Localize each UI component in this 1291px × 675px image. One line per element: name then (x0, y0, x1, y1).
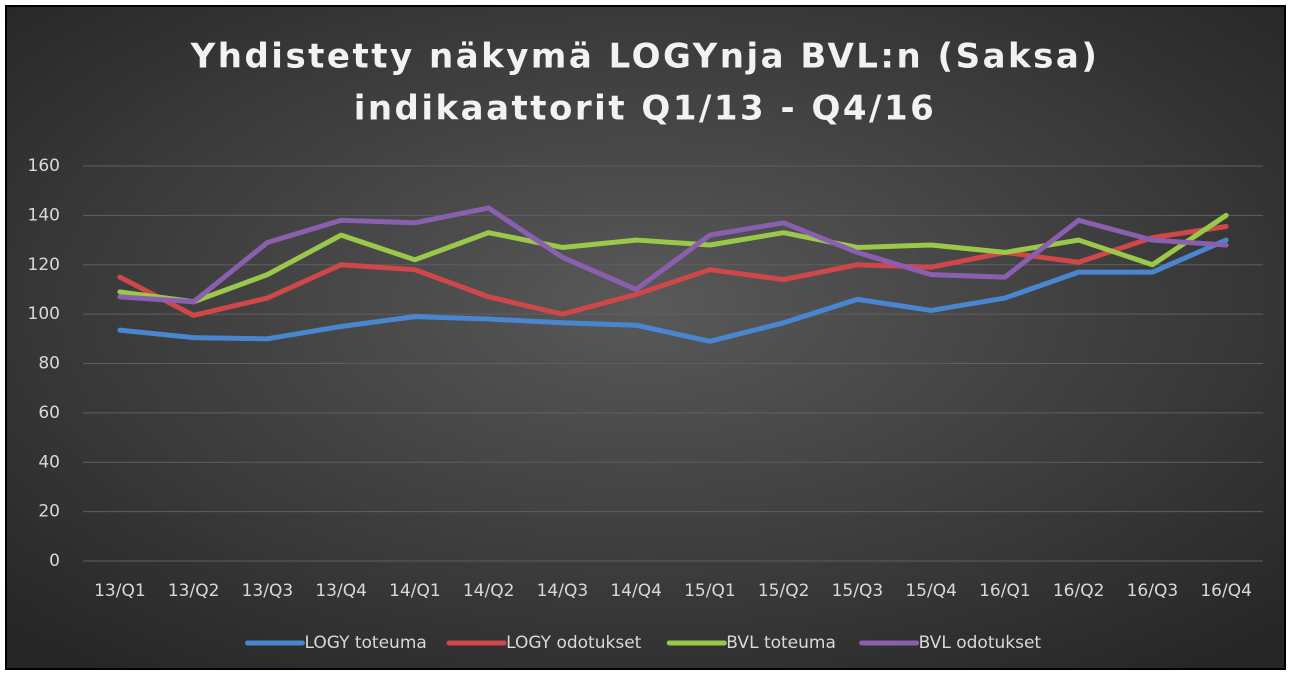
series-line (117, 223, 1229, 318)
y-tick-label: 120 (28, 255, 60, 275)
y-tick-label: 80 (38, 354, 60, 374)
chart-title: Yhdistetty näkymä LOGYnja BVL:n (Saksa) (190, 37, 1100, 77)
x-tick-label: 15/Q2 (758, 581, 810, 601)
x-tick-label: 16/Q1 (979, 581, 1031, 601)
legend-label: LOGY odotukset (506, 633, 642, 653)
x-tick-label: 15/Q4 (905, 581, 957, 601)
x-tick-label: 14/Q1 (389, 581, 441, 601)
y-tick-label: 0 (49, 551, 60, 571)
y-tick-label: 100 (28, 304, 60, 324)
y-tick-label: 60 (38, 403, 60, 423)
x-tick-label: 13/Q2 (168, 581, 220, 601)
legend-label: BVL toteuma (726, 633, 836, 653)
x-tick-label: 16/Q4 (1200, 581, 1252, 601)
x-tick-label: 15/Q1 (684, 581, 736, 601)
series-line (117, 237, 1229, 344)
x-tick-label: 14/Q3 (537, 581, 589, 601)
y-tick-label: 40 (38, 452, 60, 472)
x-tick-label: 15/Q3 (832, 581, 884, 601)
y-tick-label: 140 (28, 205, 60, 225)
x-tick-label: 16/Q2 (1053, 581, 1105, 601)
y-tick-label: 160 (28, 156, 60, 176)
x-tick-label: 13/Q1 (94, 581, 146, 601)
x-tick-label: 13/Q4 (315, 581, 367, 601)
series-line (117, 205, 1229, 305)
x-tick-label: 13/Q3 (242, 581, 294, 601)
legend-label: BVL odotukset (919, 633, 1042, 653)
legend-label: LOGY toteuma (305, 633, 427, 653)
chart-title: indikaattorit Q1/13 - Q4/16 (354, 89, 937, 129)
x-tick-label: 16/Q3 (1127, 581, 1179, 601)
x-tick-label: 14/Q4 (610, 581, 662, 601)
x-tick-label: 14/Q2 (463, 581, 515, 601)
y-tick-label: 20 (38, 502, 60, 522)
